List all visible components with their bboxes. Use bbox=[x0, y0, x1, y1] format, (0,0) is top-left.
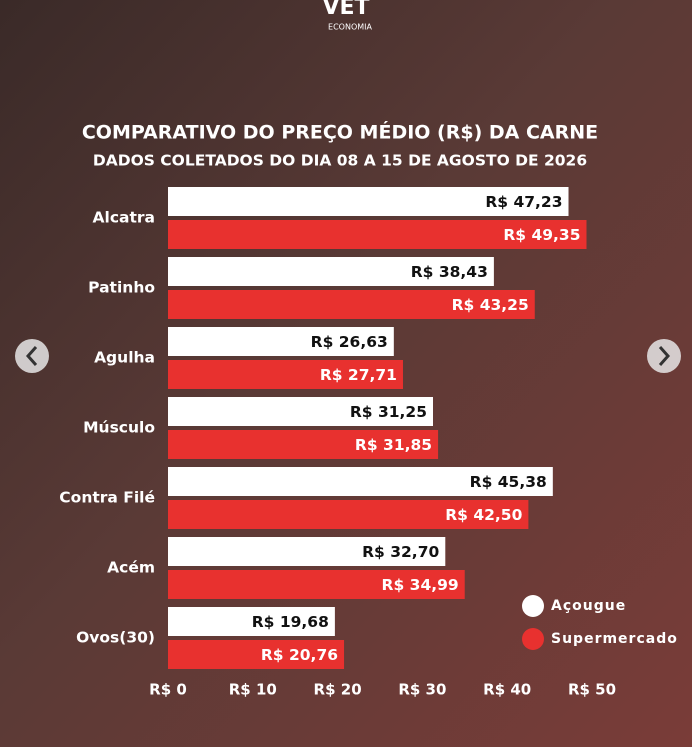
legend-marker bbox=[522, 628, 544, 650]
y-tick-label: Agulha bbox=[94, 349, 155, 367]
logo-name: ECONOMIA bbox=[328, 23, 372, 32]
bar bbox=[168, 500, 529, 529]
bar bbox=[168, 257, 494, 286]
chart-title: COMPARATIVO DO PREÇO MÉDIO (R$) DA CARNE bbox=[82, 121, 598, 144]
x-tick-label: R$ 10 bbox=[229, 681, 277, 699]
value-label: R$ 45,38 bbox=[470, 473, 547, 491]
bar bbox=[168, 327, 394, 356]
value-label: R$ 31,85 bbox=[355, 436, 432, 454]
bar bbox=[168, 537, 446, 566]
nav-next[interactable] bbox=[647, 339, 681, 373]
value-label: R$ 43,25 bbox=[452, 296, 529, 314]
value-label: R$ 42,50 bbox=[445, 506, 522, 524]
bar bbox=[168, 467, 553, 496]
x-tick-label: R$ 20 bbox=[314, 681, 362, 699]
x-tick-label: R$ 40 bbox=[483, 681, 531, 699]
value-label: R$ 32,70 bbox=[362, 543, 439, 561]
value-label: R$ 47,23 bbox=[485, 193, 562, 211]
chart-subtitle: DADOS COLETADOS DO DIA 08 A 15 DE AGOSTO… bbox=[93, 152, 587, 170]
bar bbox=[168, 430, 439, 459]
bar bbox=[168, 187, 569, 216]
value-label: R$ 20,76 bbox=[261, 646, 338, 664]
y-tick-label: Contra Filé bbox=[59, 489, 155, 507]
y-tick-label: Músculo bbox=[83, 419, 155, 437]
x-tick-label: R$ 50 bbox=[568, 681, 616, 699]
x-tick-label: R$ 30 bbox=[398, 681, 446, 699]
y-tick-label: Alcatra bbox=[93, 209, 155, 227]
x-tick-label: R$ 0 bbox=[149, 681, 187, 699]
legend-marker bbox=[522, 595, 544, 617]
bar bbox=[168, 607, 335, 636]
y-tick-label: Acém bbox=[107, 559, 155, 577]
legend-label: Açougue bbox=[551, 598, 626, 614]
bar bbox=[168, 640, 345, 669]
nav-prev[interactable] bbox=[15, 339, 49, 373]
logo-mark: VET bbox=[322, 0, 369, 20]
bar bbox=[168, 570, 465, 599]
value-label: R$ 26,63 bbox=[311, 333, 388, 351]
y-tick-label: Ovos(30) bbox=[76, 629, 155, 647]
bar bbox=[168, 220, 587, 249]
value-label: R$ 19,68 bbox=[252, 613, 329, 631]
value-label: R$ 34,99 bbox=[382, 576, 459, 594]
bar bbox=[168, 360, 403, 389]
bar bbox=[168, 397, 433, 426]
value-label: R$ 49,35 bbox=[503, 226, 580, 244]
value-label: R$ 27,71 bbox=[320, 366, 397, 384]
bar bbox=[168, 290, 535, 319]
value-label: R$ 38,43 bbox=[411, 263, 488, 281]
legend-label: Supermercado bbox=[551, 631, 678, 647]
value-label: R$ 31,25 bbox=[350, 403, 427, 421]
y-tick-label: Patinho bbox=[88, 279, 155, 297]
